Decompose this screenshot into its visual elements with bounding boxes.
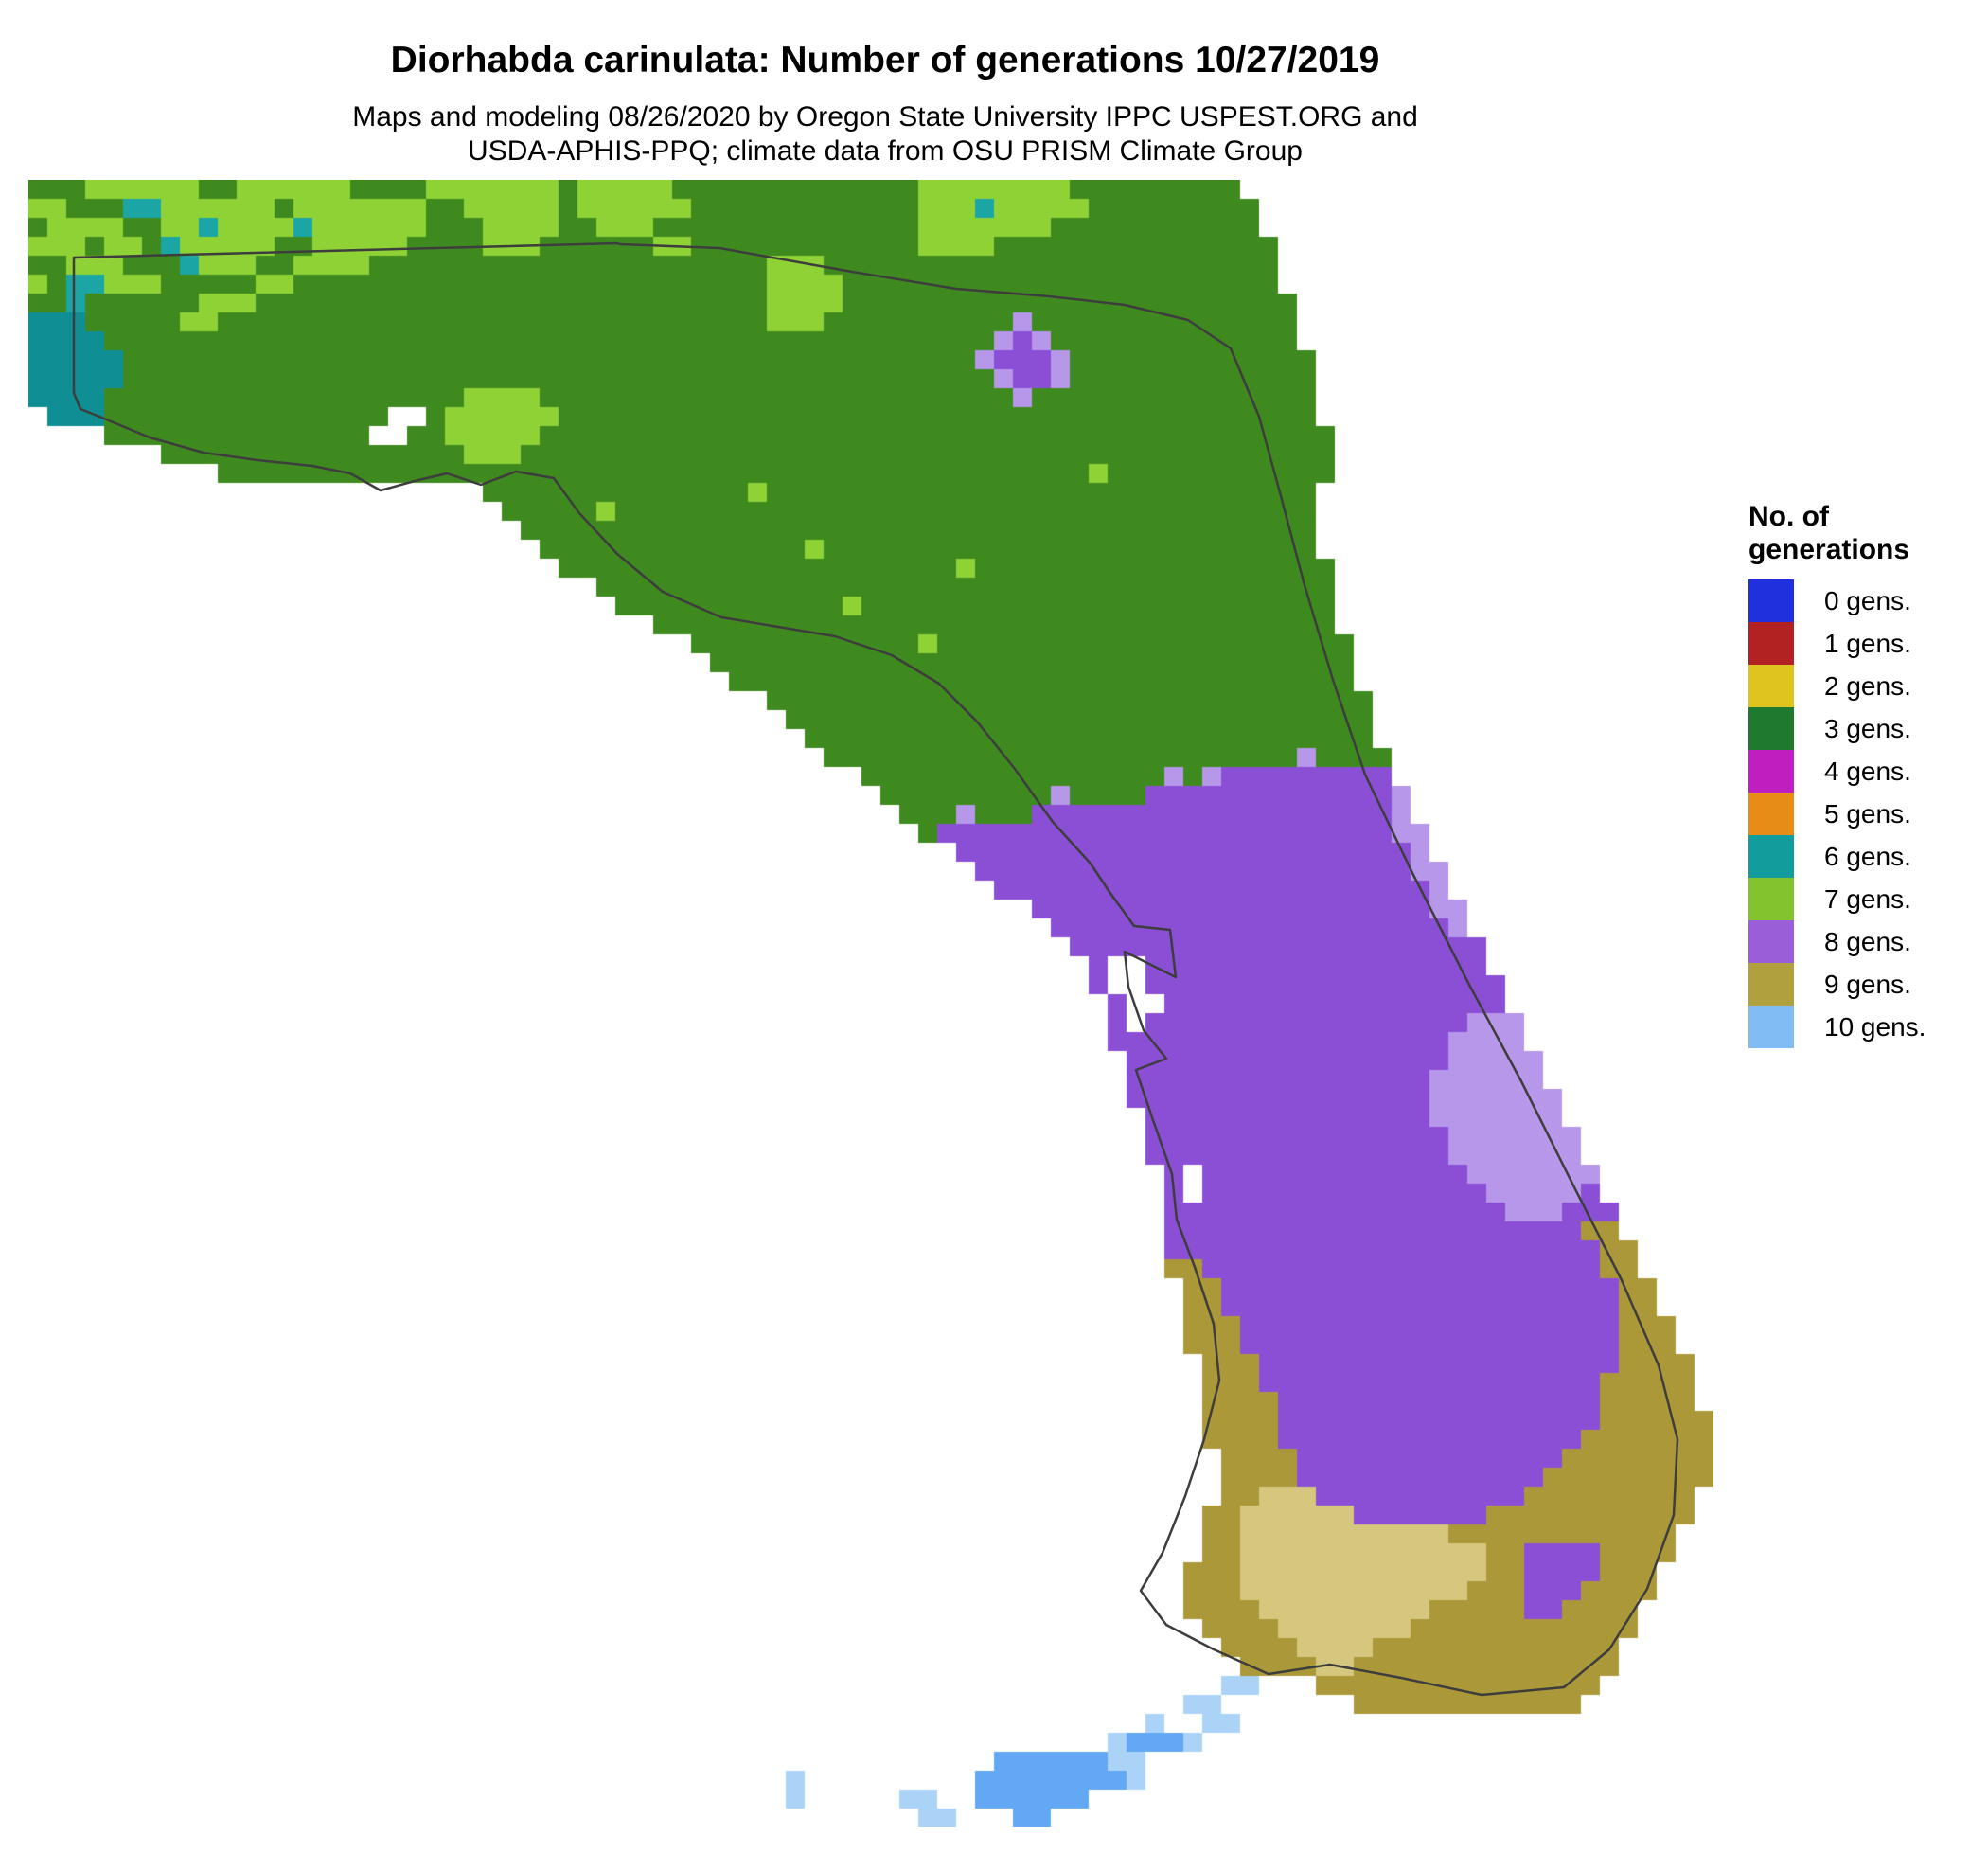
map-region bbox=[28, 180, 1713, 1827]
map-subtitle-line1: Maps and modeling 08/26/2020 by Oregon S… bbox=[352, 101, 1418, 133]
legend-entry: 6 gens. bbox=[1748, 835, 1988, 878]
legend-label: 10 gens. bbox=[1824, 1011, 1926, 1042]
legend-entry: 5 gens. bbox=[1748, 793, 1988, 835]
legend-entry: 9 gens. bbox=[1748, 963, 1988, 1006]
legend-entry: 2 gens. bbox=[1748, 665, 1988, 707]
legend-entry: 3 gens. bbox=[1748, 707, 1988, 750]
map-subtitle-line2: USDA-APHIS-PPQ; climate data from OSU PR… bbox=[468, 135, 1303, 167]
map-subtitle: Maps and modeling 08/26/2020 by Oregon S… bbox=[0, 100, 1770, 169]
legend: No. of generations 0 gens. 1 gens. 2 gens.… bbox=[1748, 500, 1988, 1048]
legend-label: 0 gens. bbox=[1824, 585, 1911, 615]
legend-swatch-5-gens bbox=[1748, 793, 1794, 835]
legend-swatch-4-gens bbox=[1748, 750, 1794, 793]
legend-entry: 7 gens. bbox=[1748, 878, 1988, 920]
legend-label: 2 gens. bbox=[1824, 670, 1911, 701]
legend-label: 6 gens. bbox=[1824, 841, 1911, 871]
legend-entry: 10 gens. bbox=[1748, 1006, 1988, 1048]
header: Diorhabda carinulata: Number of generati… bbox=[0, 40, 1770, 169]
legend-entry: 1 gens. bbox=[1748, 622, 1988, 665]
legend-title: No. of generations bbox=[1748, 500, 1988, 566]
legend-title-line2: generations bbox=[1748, 534, 1910, 565]
legend-swatch-10-gens bbox=[1748, 1006, 1794, 1048]
legend-label: 5 gens. bbox=[1824, 798, 1911, 829]
legend-label: 9 gens. bbox=[1824, 969, 1911, 999]
legend-swatch-7-gens bbox=[1748, 878, 1794, 920]
legend-label: 1 gens. bbox=[1824, 628, 1911, 658]
florida-generations-raster bbox=[28, 180, 1713, 1827]
legend-swatch-2-gens bbox=[1748, 665, 1794, 707]
legend-swatch-1-gens bbox=[1748, 622, 1794, 665]
legend-entry: 8 gens. bbox=[1748, 920, 1988, 963]
legend-entry: 0 gens. bbox=[1748, 579, 1988, 622]
legend-entry: 4 gens. bbox=[1748, 750, 1988, 793]
legend-label: 8 gens. bbox=[1824, 926, 1911, 956]
legend-label: 3 gens. bbox=[1824, 713, 1911, 743]
legend-swatch-9-gens bbox=[1748, 963, 1794, 1006]
legend-label: 7 gens. bbox=[1824, 883, 1911, 914]
legend-swatch-8-gens bbox=[1748, 920, 1794, 963]
legend-swatch-6-gens bbox=[1748, 835, 1794, 878]
legend-swatch-0-gens bbox=[1748, 579, 1794, 622]
legend-swatch-3-gens bbox=[1748, 707, 1794, 750]
map-title: Diorhabda carinulata: Number of generati… bbox=[390, 40, 1380, 80]
legend-label: 4 gens. bbox=[1824, 756, 1911, 786]
legend-title-line1: No. of bbox=[1748, 501, 1829, 532]
legend-entries: 0 gens. 1 gens. 2 gens. 3 gens. 4 gens. 5 gen… bbox=[1748, 579, 1988, 1048]
